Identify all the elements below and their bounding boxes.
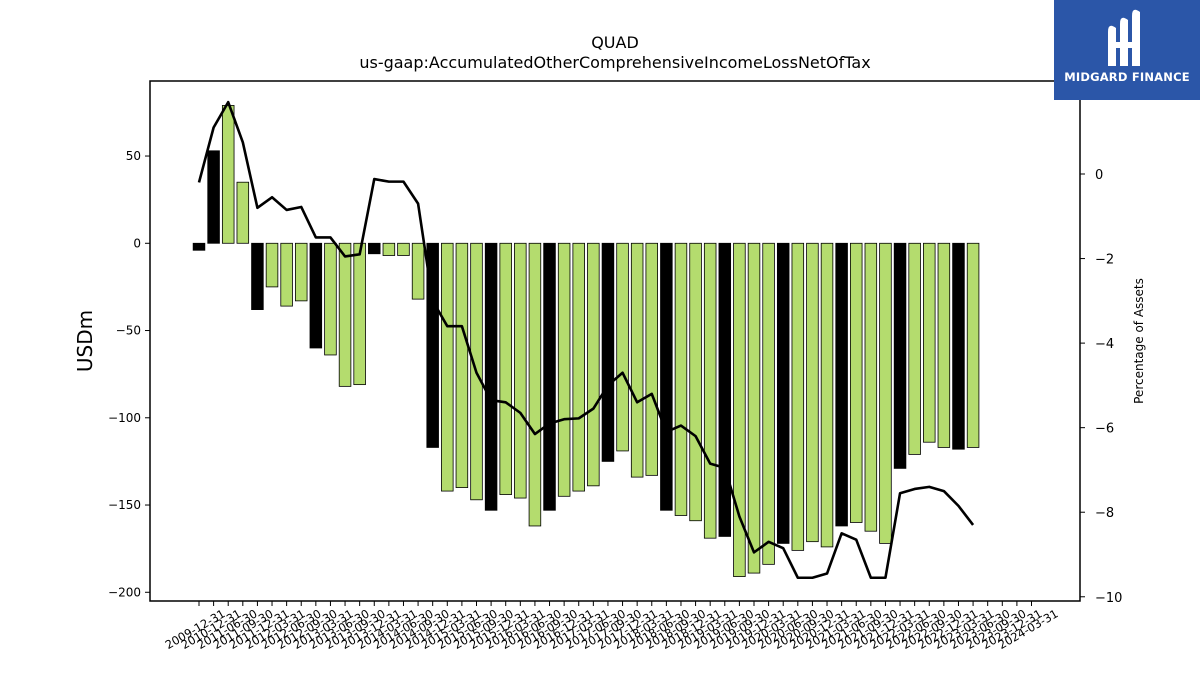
- bar: [952, 242, 965, 450]
- bar: [806, 242, 819, 543]
- y2-tick-label: −8: [1095, 506, 1114, 521]
- y2-tick-label: −2: [1095, 253, 1114, 268]
- left-y-axis: 50 0 −50 −100 −150 −200: [108, 149, 150, 599]
- brand-logo: MIDGARD FINANCE: [1054, 0, 1200, 100]
- bar: [689, 242, 702, 522]
- bar: [338, 242, 352, 387]
- bar: [645, 242, 658, 476]
- y-tick-label: −150: [108, 498, 141, 512]
- bar: [192, 242, 206, 251]
- bar: [572, 242, 585, 492]
- x-axis: 2009-12-312010-12-312011-06-302011-09-30…: [163, 601, 1061, 652]
- y-tick-label: 0: [133, 236, 141, 250]
- bar: [616, 242, 629, 452]
- y2-axis-label: Percentage of Assets: [1132, 278, 1146, 404]
- bar: [674, 242, 688, 516]
- bar: [368, 242, 381, 255]
- y2-tick-label: 0: [1095, 168, 1103, 183]
- bar: [791, 242, 805, 551]
- bar: [236, 181, 250, 244]
- bar: [353, 242, 366, 386]
- y2-tick-label: −6: [1095, 422, 1114, 437]
- bar: [221, 105, 235, 244]
- bar: [630, 242, 644, 478]
- bar: [835, 242, 848, 527]
- bar: [849, 242, 863, 523]
- chart-title: QUAD: [591, 33, 639, 52]
- plot-frame: [149, 80, 1081, 602]
- y2-tick-label: −10: [1095, 591, 1122, 606]
- bar: [280, 242, 293, 307]
- bar: [893, 242, 907, 469]
- percent-of-assets-line: [197, 100, 975, 580]
- line-series: [197, 100, 975, 580]
- bar: [923, 242, 936, 443]
- bar: [762, 242, 775, 565]
- bar: [966, 242, 980, 448]
- bar: [733, 242, 746, 577]
- bar: [747, 242, 761, 574]
- bar: [908, 242, 921, 455]
- bar: [587, 242, 600, 487]
- bar: [207, 150, 220, 244]
- bar: [441, 242, 454, 492]
- y-tick-label: −200: [108, 585, 141, 599]
- bar: [484, 242, 498, 511]
- bar: [265, 242, 279, 288]
- bar: [718, 242, 732, 537]
- bar: [324, 242, 337, 356]
- bar: [937, 242, 951, 448]
- bar-series: [192, 105, 980, 577]
- bar: [820, 242, 834, 548]
- y-axis-label: USDm: [73, 310, 97, 372]
- bar: [514, 242, 527, 499]
- bar: [309, 242, 323, 349]
- chart-subtitle: us-gaap:AccumulatedOtherComprehensiveInc…: [359, 53, 870, 72]
- bar: [879, 242, 892, 544]
- bar: [703, 242, 717, 539]
- bar: [543, 242, 556, 511]
- bar: [397, 242, 410, 256]
- bar: [864, 242, 878, 532]
- bar: [528, 242, 542, 527]
- bar: [426, 242, 439, 448]
- bar: [382, 242, 396, 256]
- mf-monogram-icon: [1108, 9, 1140, 66]
- right-y-axis: 0 −2 −4 −6 −8 −10: [1080, 168, 1122, 606]
- y-tick-label: −100: [108, 411, 141, 425]
- bar: [557, 242, 571, 497]
- bar: [499, 242, 512, 495]
- bar: [776, 242, 790, 544]
- brand-name: MIDGARD FINANCE: [1064, 70, 1190, 84]
- bar: [660, 242, 673, 511]
- bar: [455, 242, 469, 488]
- y2-tick-label: −4: [1095, 337, 1114, 352]
- bar: [294, 242, 308, 302]
- bar: [601, 242, 615, 462]
- y-tick-label: 50: [126, 149, 141, 163]
- bar: [251, 242, 264, 310]
- y-tick-label: −50: [116, 324, 141, 338]
- bar: [411, 242, 425, 300]
